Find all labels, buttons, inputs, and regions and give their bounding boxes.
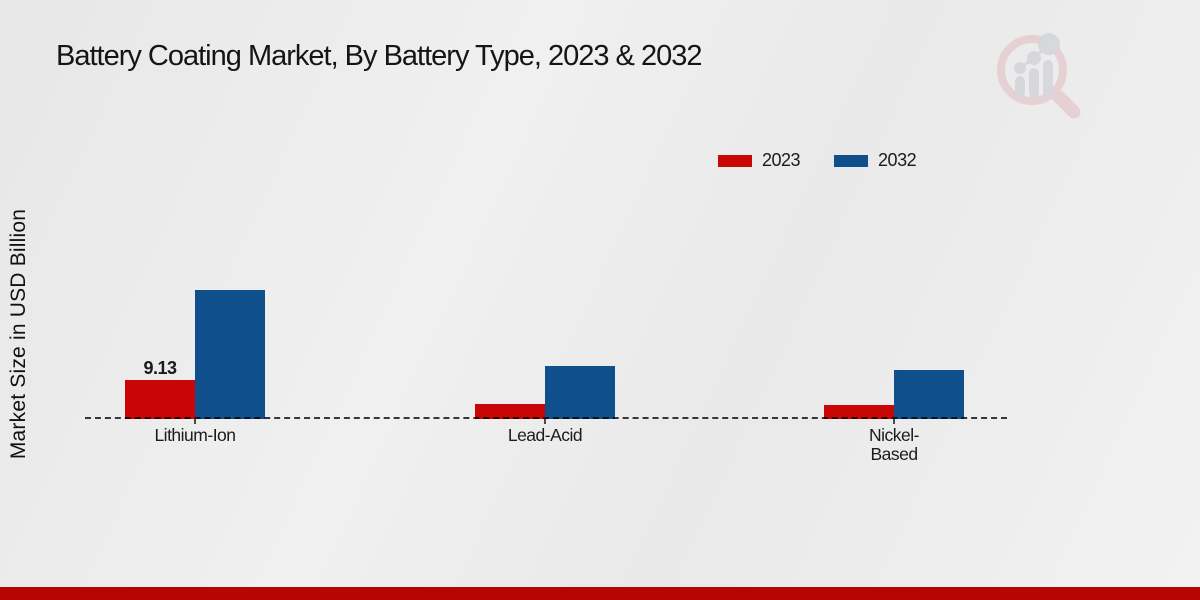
legend: 2023 2032 xyxy=(718,150,917,171)
category-label-Lead-Acid: Lead-Acid xyxy=(507,425,583,445)
bar-2023-Lithium-Ion: 9.13 xyxy=(125,358,195,419)
x-axis-tick xyxy=(544,419,546,424)
chart-title: Battery Coating Market, By Battery Type,… xyxy=(56,40,702,72)
bar-2023-Lead-Acid xyxy=(475,404,545,419)
legend-swatch-2032 xyxy=(834,154,869,167)
x-axis-tick xyxy=(194,419,196,424)
category-label-Nickel-Based: Nickel- Based xyxy=(869,425,919,464)
category-label-Lithium-Ion: Lithium-Ion xyxy=(154,425,236,445)
bar-group-Lead-Acid xyxy=(475,366,615,419)
bar-2032-Nickel-Based xyxy=(894,370,964,419)
legend-item-2023: 2023 xyxy=(718,150,801,171)
x-axis-tick xyxy=(893,419,895,424)
legend-label: 2032 xyxy=(878,150,917,170)
bar-2023-Nickel-Based xyxy=(824,405,894,419)
footer-accent-strip xyxy=(0,587,1200,600)
bar-value-label: 9.13 xyxy=(143,358,177,378)
x-axis-line xyxy=(85,417,1007,419)
bar-2032-Lithium-Ion xyxy=(195,290,265,419)
bar-group-Nickel-Based xyxy=(824,370,964,419)
market-research-future-logo-icon xyxy=(997,33,1081,119)
bar-2032-Lead-Acid xyxy=(545,366,615,419)
bar-group-Lithium-Ion: 9.13 xyxy=(125,290,265,419)
legend-item-2032: 2032 xyxy=(834,150,917,171)
legend-label: 2023 xyxy=(762,150,801,170)
legend-swatch-2023 xyxy=(718,154,752,167)
